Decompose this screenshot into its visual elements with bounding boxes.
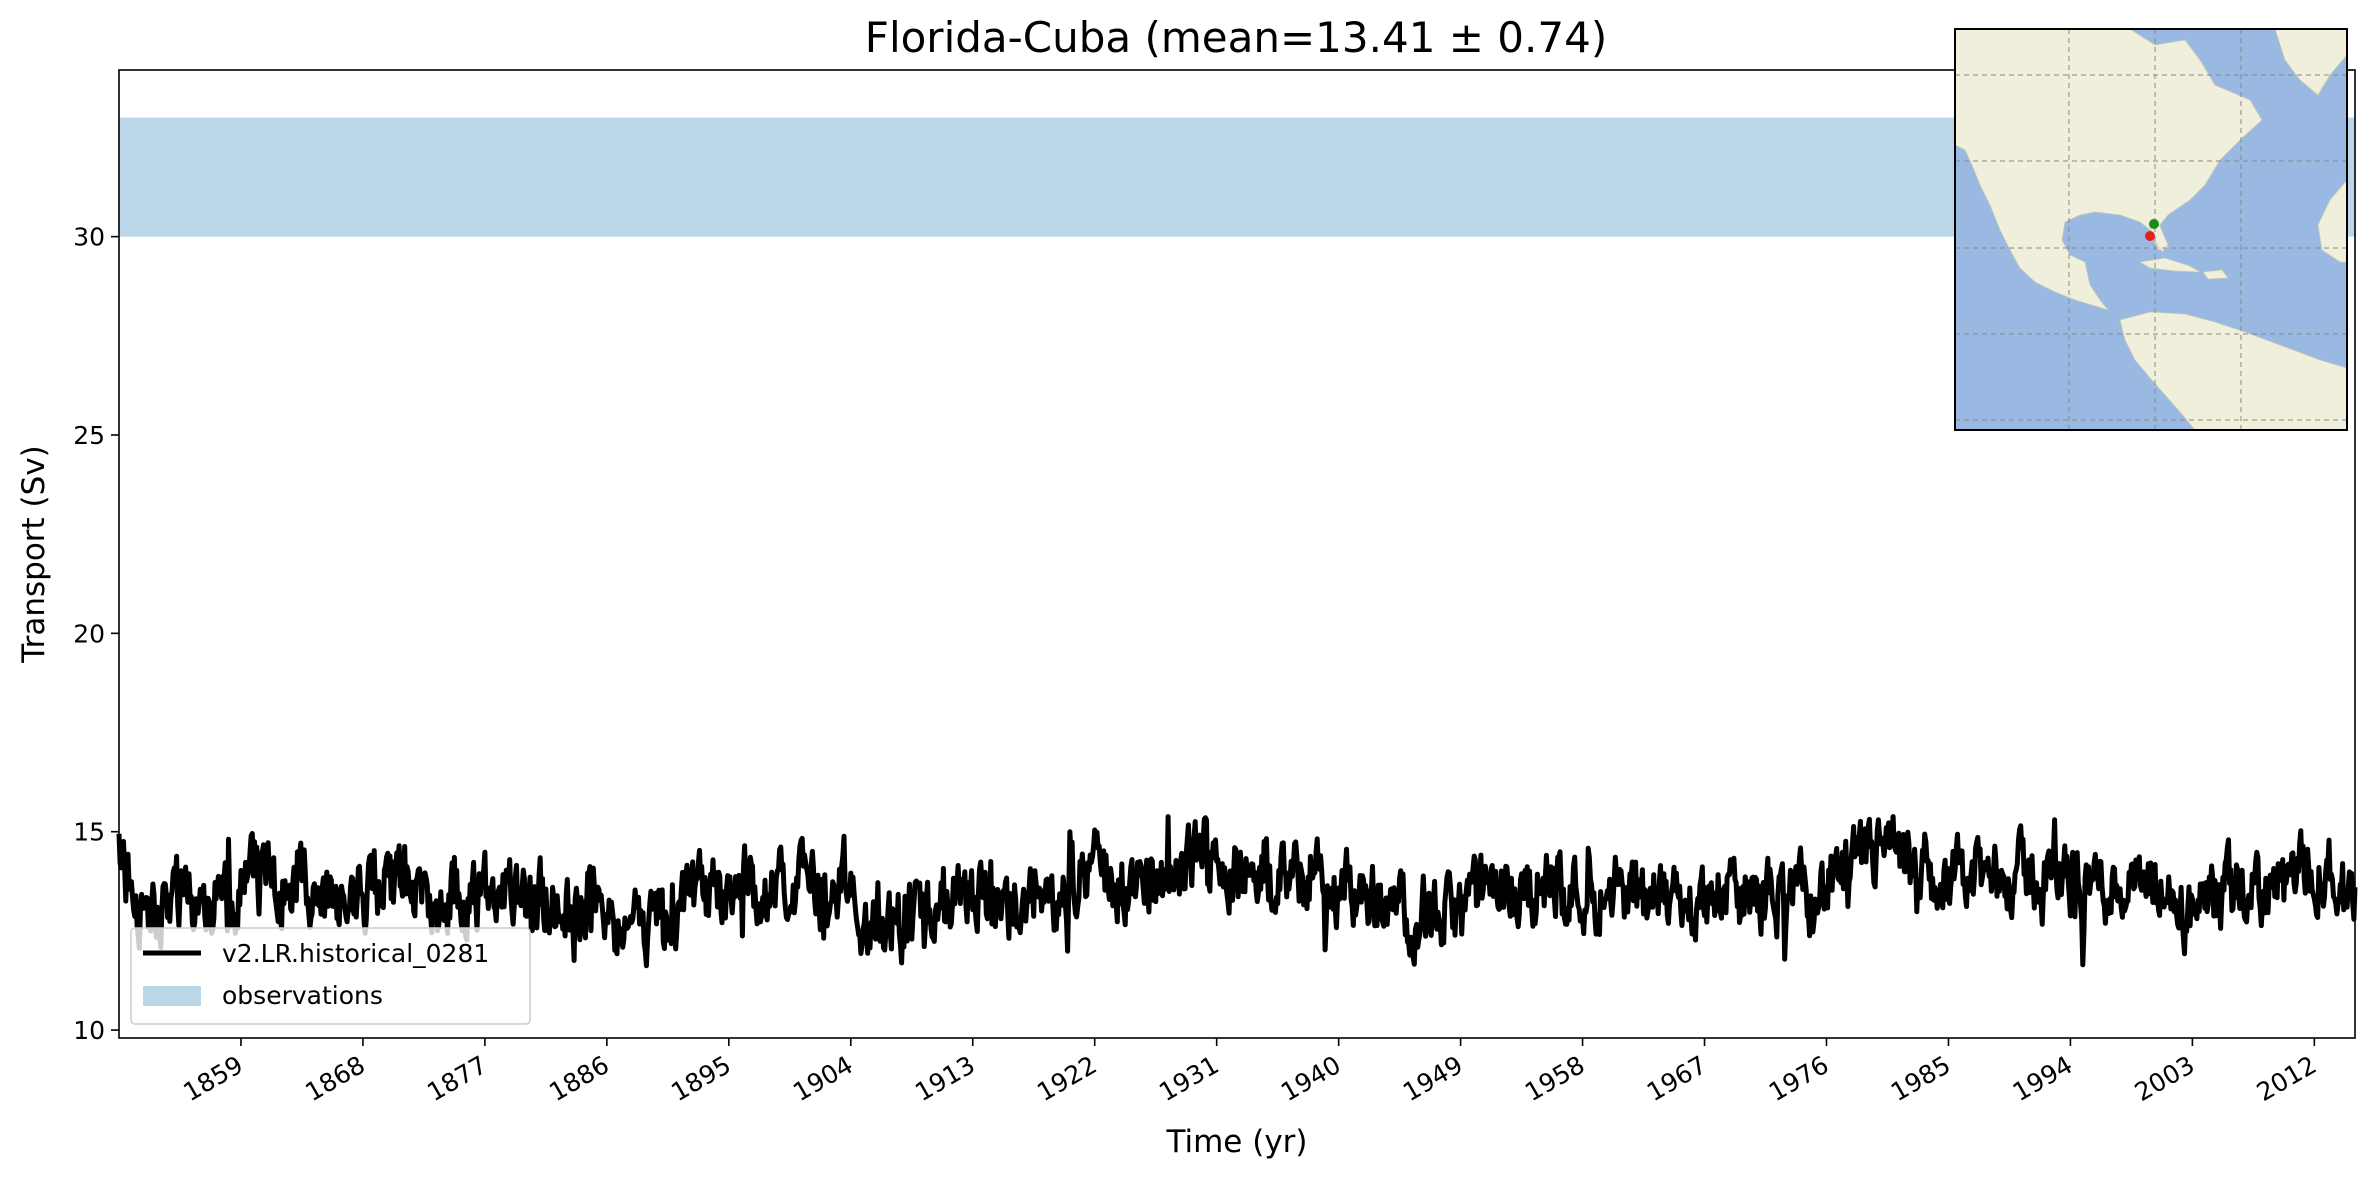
inset-map-frame	[1954, 28, 2348, 431]
legend-label-observations: observations	[222, 981, 383, 1010]
x-tick-label: 1868	[300, 1050, 370, 1107]
y-tick-label: 10	[73, 1016, 105, 1045]
hispaniola-landmass	[2202, 269, 2229, 280]
x-axis-ticks: 1859 1868 1877 1886 1895 1904 1913 1922 1931 1940…	[178, 1038, 2321, 1107]
x-tick-label: 1922	[1032, 1050, 1102, 1107]
y-axis-ticks: 10 15 20 25 30	[73, 223, 119, 1045]
y-tick-label: 30	[73, 223, 105, 252]
x-tick-label: 2003	[2130, 1050, 2200, 1107]
africa-landmass	[2317, 179, 2347, 263]
x-tick-label: 1904	[788, 1050, 858, 1107]
x-tick-label: 1958	[1520, 1050, 1590, 1107]
x-tick-label: 1949	[1398, 1050, 1468, 1107]
legend-band-swatch	[143, 986, 201, 1006]
florida-point-marker	[2149, 219, 2159, 229]
y-tick-label: 20	[73, 619, 105, 648]
cuba-landmass	[2138, 257, 2201, 273]
greenland-landmass	[2274, 29, 2347, 96]
y-tick-label: 15	[73, 818, 105, 847]
x-tick-label: 1886	[544, 1050, 614, 1107]
legend-label-model: v2.LR.historical_0281	[222, 939, 489, 968]
x-tick-label: 1940	[1276, 1050, 1346, 1107]
south-america-landmass	[2119, 311, 2347, 430]
x-axis-label: Time (yr)	[1166, 1124, 1308, 1160]
x-tick-label: 1985	[1886, 1050, 1956, 1107]
x-tick-label: 2012	[2252, 1050, 2322, 1107]
x-tick-label: 1913	[910, 1050, 980, 1107]
chart-title: Florida-Cuba (mean=13.41 ± 0.74)	[865, 13, 1607, 62]
x-tick-label: 1994	[2008, 1050, 2078, 1107]
y-axis-label: Transport (Sv)	[16, 445, 52, 664]
cuba-point-marker	[2145, 231, 2155, 241]
north-america-landmass	[1955, 29, 2263, 311]
inset-map	[1954, 28, 2348, 431]
legend-box	[130, 927, 531, 1025]
x-tick-label: 1976	[1764, 1050, 1834, 1107]
plot-area-frame	[118, 69, 2356, 1039]
x-tick-label: 1895	[666, 1050, 736, 1107]
inset-map-gridlines	[1955, 29, 2347, 430]
x-tick-label: 1877	[422, 1050, 492, 1107]
legend: v2.LR.historical_0281 observations	[130, 927, 531, 1025]
y-tick-label: 25	[73, 421, 105, 450]
series-line-v2-lr-historical-0281	[116, 814, 2358, 969]
x-tick-label: 1931	[1154, 1050, 1224, 1107]
x-tick-label: 1967	[1642, 1050, 1712, 1107]
x-tick-label: 1859	[178, 1050, 248, 1107]
